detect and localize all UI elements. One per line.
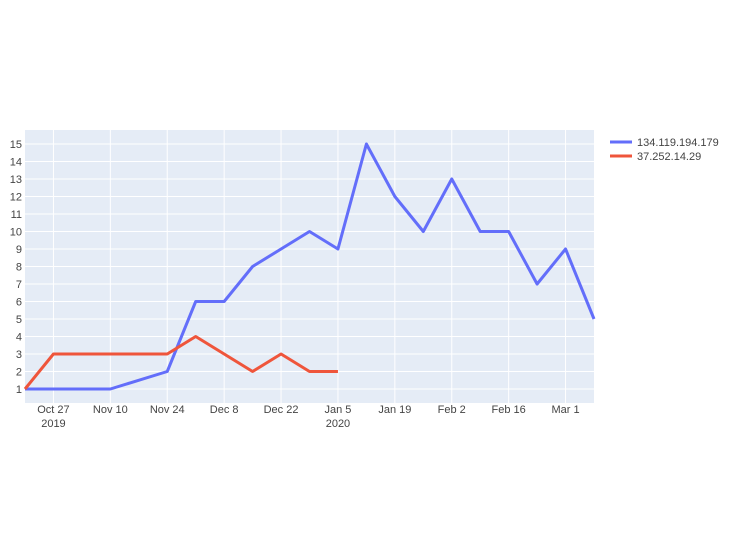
x-tick-label: Oct 27	[37, 404, 69, 416]
x-tick-label: Feb 2	[438, 404, 466, 416]
x-tick-label: Jan 19	[378, 404, 411, 416]
data-point	[336, 370, 339, 373]
y-tick-label: 15	[10, 139, 22, 151]
x-tick-year-label: 2020	[326, 418, 350, 430]
x-tick-label: Mar 1	[551, 404, 579, 416]
data-point	[593, 318, 596, 321]
data-point	[280, 248, 283, 251]
data-point	[52, 388, 55, 391]
data-point	[109, 388, 112, 391]
data-point	[450, 178, 453, 181]
data-point	[166, 353, 169, 356]
data-point	[109, 353, 112, 356]
data-point	[251, 370, 254, 373]
series-line-1	[25, 142, 596, 391]
y-tick-label: 1	[16, 384, 22, 396]
y-tick-label: 12	[10, 192, 22, 204]
data-point	[223, 300, 226, 303]
data-point	[336, 248, 339, 251]
y-tick-label: 2	[16, 367, 22, 379]
data-point	[564, 248, 567, 251]
data-point	[80, 353, 83, 356]
data-point	[280, 353, 283, 356]
data-point	[24, 388, 27, 391]
legend[interactable]: 134.119.194.179 37.252.14.29	[610, 137, 719, 163]
data-point	[308, 230, 311, 233]
y-tick-label: 13	[10, 174, 22, 186]
data-point	[52, 353, 55, 356]
data-point	[194, 300, 197, 303]
x-tick-label: Jan 5	[324, 404, 351, 416]
legend-label: 37.252.14.29	[637, 151, 701, 163]
y-tick-label: 5	[16, 314, 22, 326]
x-tick-label: Nov 24	[150, 404, 185, 416]
data-point	[365, 143, 368, 146]
data-point	[536, 283, 539, 286]
x-tick-label: Feb 16	[492, 404, 526, 416]
data-point	[137, 353, 140, 356]
series-lines	[23, 142, 596, 391]
data-point	[194, 335, 197, 338]
y-tick-label: 8	[16, 262, 22, 274]
x-tick-year-label: 2019	[41, 418, 65, 430]
x-tick-label: Dec 8	[210, 404, 239, 416]
legend-label: 134.119.194.179	[637, 137, 719, 149]
y-tick-label: 6	[16, 297, 22, 309]
data-point	[80, 388, 83, 391]
y-tick-label: 3	[16, 349, 22, 361]
y-tick-label: 7	[16, 279, 22, 291]
data-point	[166, 370, 169, 373]
x-tick-label: Nov 10	[93, 404, 128, 416]
y-tick-label: 4	[16, 332, 22, 344]
x-tick-label: Dec 22	[264, 404, 299, 416]
legend-item[interactable]: 37.252.14.29	[610, 151, 701, 163]
data-point	[422, 230, 425, 233]
y-tick-label: 10	[10, 227, 22, 239]
x-axis-ticks: Oct 27 2019 Nov 10 Nov 24 Dec 8 Dec 22 Jan 5 20…	[37, 404, 579, 430]
data-point	[479, 230, 482, 233]
legend-item[interactable]: 134.119.194.179	[610, 137, 719, 149]
y-tick-label: 9	[16, 244, 22, 256]
data-point	[393, 195, 396, 198]
series-line-2	[23, 335, 338, 390]
data-point	[507, 230, 510, 233]
data-point	[308, 370, 311, 373]
y-tick-label: 14	[10, 157, 22, 169]
y-tick-label: 11	[11, 209, 22, 221]
data-point	[251, 265, 254, 268]
